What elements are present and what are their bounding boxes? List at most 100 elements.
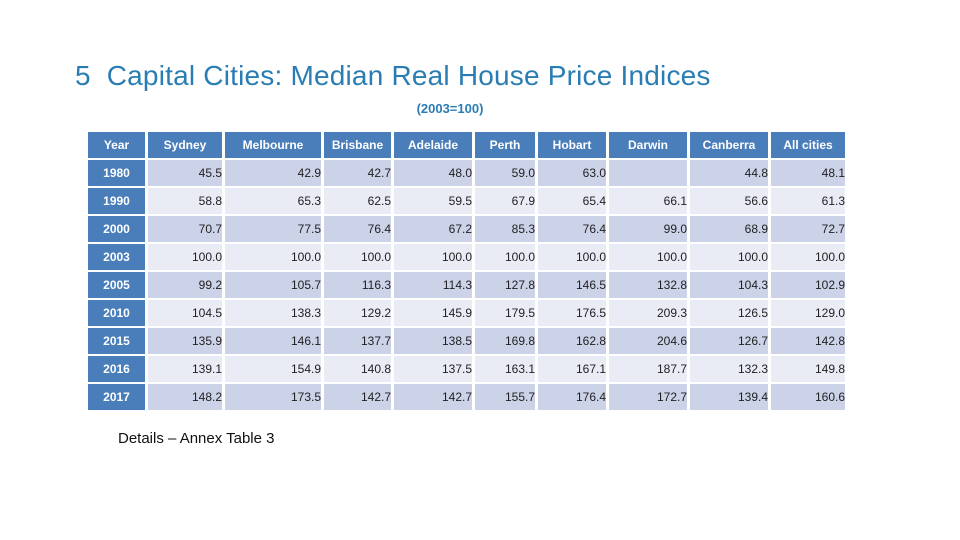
- column-header-year: Year: [88, 132, 145, 158]
- subtitle-index-base: (2003=100): [416, 101, 484, 116]
- value-cell: 85.3: [475, 216, 535, 242]
- value-cell: [609, 160, 687, 186]
- table-row-2000: 2000 70.7 77.5 76.4 67.2 85.3 76.4 99.0 68.9 72.7: [88, 216, 845, 242]
- value-cell: 179.5: [475, 300, 535, 326]
- value-cell: 77.5: [225, 216, 321, 242]
- value-cell: 67.2: [394, 216, 472, 242]
- column-header-hobart: Hobart: [538, 132, 606, 158]
- value-cell: 139.1: [148, 356, 222, 382]
- value-cell: 132.8: [609, 272, 687, 298]
- column-header-adelaide: Adelaide: [394, 132, 472, 158]
- value-cell: 176.5: [538, 300, 606, 326]
- value-cell: 146.1: [225, 328, 321, 354]
- value-cell: 167.1: [538, 356, 606, 382]
- table-row-1990: 1990 58.8 65.3 62.5 59.5 67.9 65.4 66.1 56.6 61.3: [88, 188, 845, 214]
- table-row-1980: 1980 45.5 42.9 42.7 48.0 59.0 63.0 44.8 48.1: [88, 160, 845, 186]
- value-cell: 139.4: [690, 384, 768, 410]
- column-header-perth: Perth: [475, 132, 535, 158]
- value-cell: 48.0: [394, 160, 472, 186]
- value-cell: 62.5: [324, 188, 391, 214]
- value-cell: 76.4: [538, 216, 606, 242]
- value-cell: 129.2: [324, 300, 391, 326]
- table-row-2010: 2010 104.5 138.3 129.2 145.9 179.5 176.5 209.3 1…: [88, 300, 845, 326]
- table-header-row: Year Sydney Melbourne Brisbane Adelaide Perth…: [88, 132, 845, 158]
- value-cell: 100.0: [148, 244, 222, 270]
- value-cell: 209.3: [609, 300, 687, 326]
- value-cell: 100.0: [690, 244, 768, 270]
- value-cell: 116.3: [324, 272, 391, 298]
- value-cell: 187.7: [609, 356, 687, 382]
- value-cell: 42.7: [324, 160, 391, 186]
- value-cell: 100.0: [609, 244, 687, 270]
- value-cell: 176.4: [538, 384, 606, 410]
- value-cell: 145.9: [394, 300, 472, 326]
- value-cell: 63.0: [538, 160, 606, 186]
- value-cell: 99.2: [148, 272, 222, 298]
- year-cell: 2000: [88, 216, 145, 242]
- value-cell: 154.9: [225, 356, 321, 382]
- value-cell: 76.4: [324, 216, 391, 242]
- value-cell: 114.3: [394, 272, 472, 298]
- year-cell: 2005: [88, 272, 145, 298]
- table-row-2017: 2017 148.2 173.5 142.7 142.7 155.7 176.4 172.7 1…: [88, 384, 845, 410]
- value-cell: 48.1: [771, 160, 845, 186]
- value-cell: 127.8: [475, 272, 535, 298]
- value-cell: 173.5: [225, 384, 321, 410]
- column-header-brisbane: Brisbane: [324, 132, 391, 158]
- house-price-index-table: Year Sydney Melbourne Brisbane Adelaide Perth…: [85, 130, 848, 412]
- value-cell: 61.3: [771, 188, 845, 214]
- value-cell: 146.5: [538, 272, 606, 298]
- year-cell: 1980: [88, 160, 145, 186]
- value-cell: 135.9: [148, 328, 222, 354]
- value-cell: 142.8: [771, 328, 845, 354]
- value-cell: 149.8: [771, 356, 845, 382]
- value-cell: 65.3: [225, 188, 321, 214]
- value-cell: 65.4: [538, 188, 606, 214]
- value-cell: 104.5: [148, 300, 222, 326]
- value-cell: 45.5: [148, 160, 222, 186]
- page-title: 5 Capital Cities: Median Real House Pric…: [75, 60, 711, 91]
- value-cell: 126.5: [690, 300, 768, 326]
- year-cell: 2016: [88, 356, 145, 382]
- value-cell: 138.3: [225, 300, 321, 326]
- value-cell: 138.5: [394, 328, 472, 354]
- footer-note: Details – Annex Table 3: [118, 430, 275, 447]
- table-row-2015: 2015 135.9 146.1 137.7 138.5 169.8 162.8 204.6 1…: [88, 328, 845, 354]
- value-cell: 204.6: [609, 328, 687, 354]
- year-cell: 2003: [88, 244, 145, 270]
- table-row-2003: 2003 100.0 100.0 100.0 100.0 100.0 100.0 100.0 1…: [88, 244, 845, 270]
- value-cell: 100.0: [475, 244, 535, 270]
- value-cell: 72.7: [771, 216, 845, 242]
- value-cell: 68.9: [690, 216, 768, 242]
- value-cell: 160.6: [771, 384, 845, 410]
- value-cell: 132.3: [690, 356, 768, 382]
- value-cell: 104.3: [690, 272, 768, 298]
- year-cell: 2017: [88, 384, 145, 410]
- column-header-sydney: Sydney: [148, 132, 222, 158]
- table-row-2005: 2005 99.2 105.7 116.3 114.3 127.8 146.5 132.8 10…: [88, 272, 845, 298]
- value-cell: 59.0: [475, 160, 535, 186]
- value-cell: 105.7: [225, 272, 321, 298]
- column-header-darwin: Darwin: [609, 132, 687, 158]
- value-cell: 100.0: [394, 244, 472, 270]
- value-cell: 140.8: [324, 356, 391, 382]
- value-cell: 126.7: [690, 328, 768, 354]
- value-cell: 66.1: [609, 188, 687, 214]
- value-cell: 148.2: [148, 384, 222, 410]
- value-cell: 44.8: [690, 160, 768, 186]
- value-cell: 56.6: [690, 188, 768, 214]
- column-header-all-cities: All cities: [771, 132, 845, 158]
- value-cell: 59.5: [394, 188, 472, 214]
- value-cell: 162.8: [538, 328, 606, 354]
- value-cell: 67.9: [475, 188, 535, 214]
- table-row-2016: 2016 139.1 154.9 140.8 137.5 163.1 167.1 187.7 1…: [88, 356, 845, 382]
- year-cell: 1990: [88, 188, 145, 214]
- column-header-melbourne: Melbourne: [225, 132, 321, 158]
- value-cell: 100.0: [324, 244, 391, 270]
- value-cell: 70.7: [148, 216, 222, 242]
- value-cell: 137.7: [324, 328, 391, 354]
- value-cell: 172.7: [609, 384, 687, 410]
- value-cell: 102.9: [771, 272, 845, 298]
- year-cell: 2015: [88, 328, 145, 354]
